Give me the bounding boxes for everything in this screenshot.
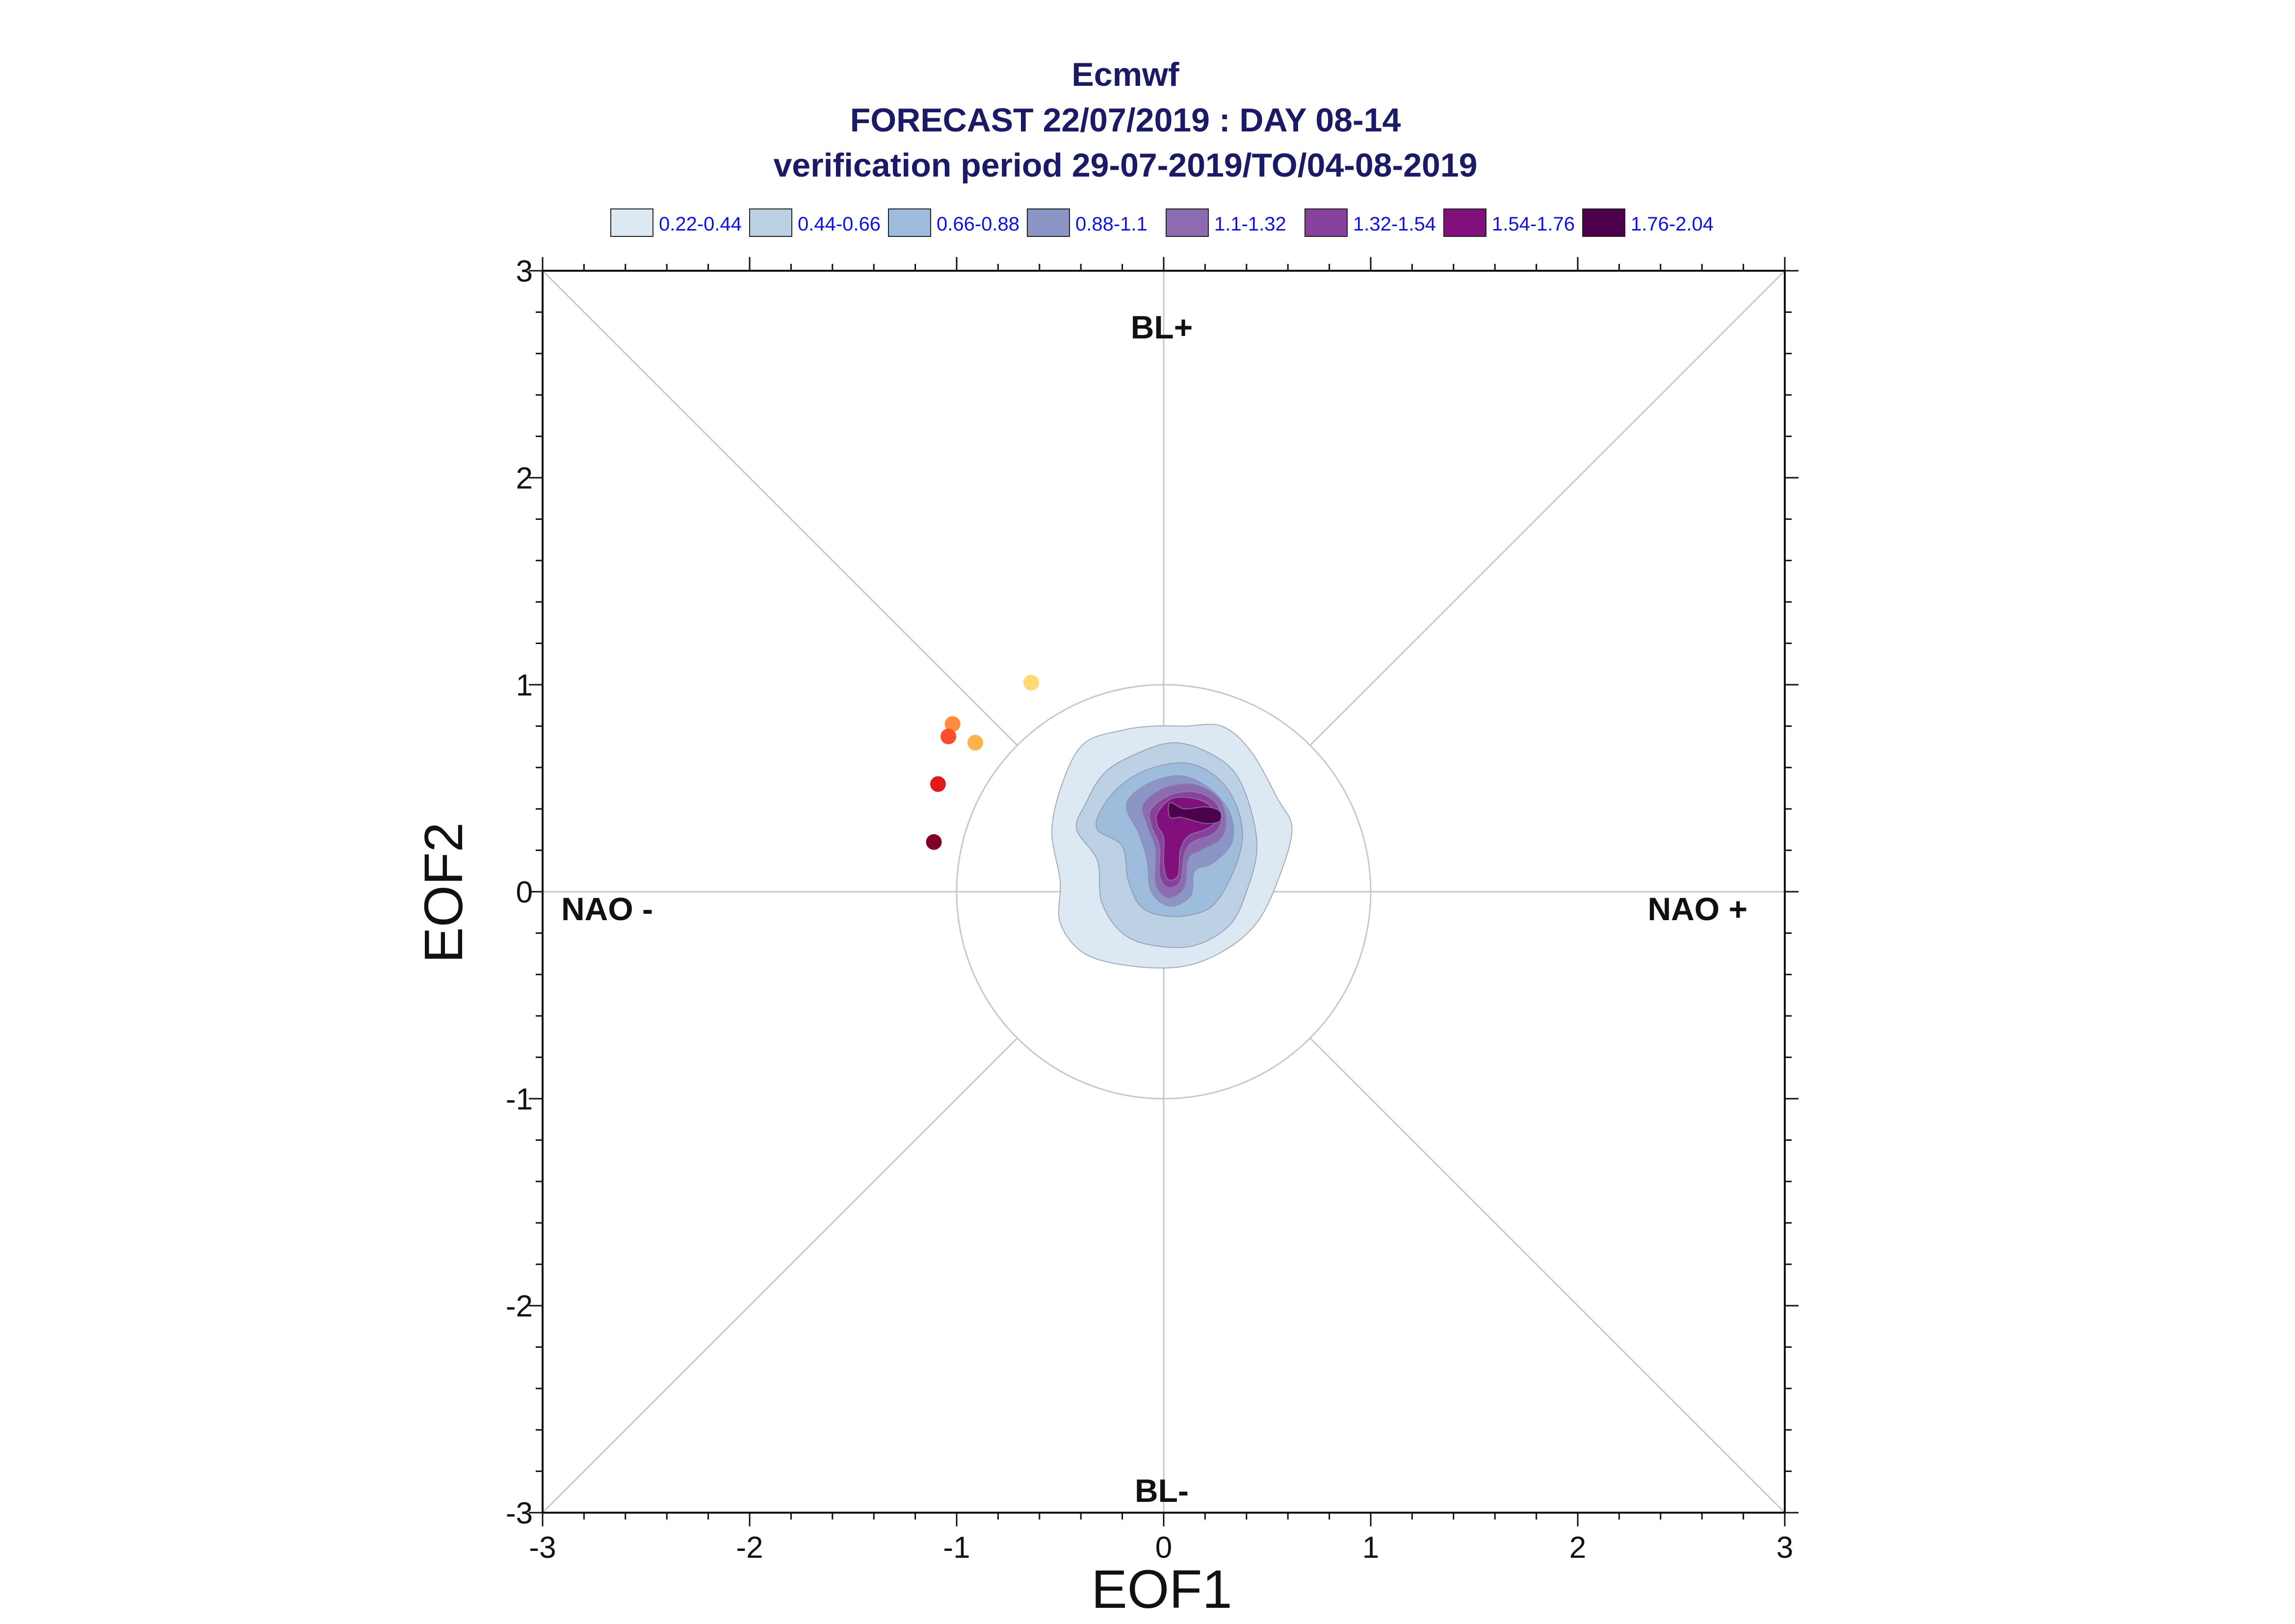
- chart-title: Ecmwf: [1071, 56, 1179, 93]
- y-axis-title: EOF2: [414, 822, 474, 963]
- legend-swatch: [888, 209, 931, 236]
- legend-label: 1.76-2.04: [1631, 213, 1714, 235]
- legend-label: 1.1-1.32: [1214, 213, 1286, 235]
- chart-subtitle-line-1: FORECAST 22/07/2019 : DAY 08-14: [850, 102, 1401, 139]
- data-point: [940, 729, 956, 745]
- data-point: [930, 776, 946, 792]
- regime-label-top: BL+: [1131, 309, 1193, 345]
- y-tick-label: -3: [506, 1496, 533, 1530]
- legend-swatch: [1305, 209, 1347, 236]
- legend-label: 0.66-0.88: [937, 213, 1019, 235]
- legend-label: 0.22-0.44: [659, 213, 742, 235]
- y-tick-label: 2: [516, 462, 533, 495]
- x-tick-label: -2: [736, 1531, 763, 1565]
- legend-swatch: [1027, 209, 1069, 236]
- chart-subtitle-line-2: verification period 29-07-2019/TO/04-08-…: [773, 147, 1477, 184]
- x-axis-title: EOF1: [1091, 1559, 1232, 1620]
- chart: Ecmwf FORECAST 22/07/2019 : DAY 08-14 ve…: [0, 0, 2295, 1624]
- x-tick-label: 1: [1362, 1531, 1379, 1565]
- legend-swatch: [1166, 209, 1208, 236]
- y-tick-label: -2: [506, 1289, 533, 1323]
- x-tick-label: 3: [1776, 1531, 1793, 1565]
- x-tick-label: -1: [943, 1531, 970, 1565]
- regime-label-right: NAO +: [1647, 891, 1747, 927]
- data-point: [1023, 675, 1039, 691]
- x-tick-label: 2: [1569, 1531, 1586, 1565]
- y-tick-label: 0: [516, 876, 533, 909]
- y-tick-label: 1: [516, 669, 533, 702]
- data-point: [967, 735, 983, 750]
- legend-swatch: [611, 209, 653, 236]
- regime-label-bottom: BL-: [1135, 1472, 1189, 1509]
- legend-label: 0.88-1.1: [1075, 213, 1148, 235]
- legend-label: 1.54-1.76: [1492, 213, 1575, 235]
- legend-swatch: [1583, 209, 1625, 236]
- legend-label: 1.32-1.54: [1353, 213, 1436, 235]
- legend-swatch: [1444, 209, 1486, 236]
- legend-label: 0.44-0.66: [798, 213, 881, 235]
- legend-swatch: [750, 209, 792, 236]
- regime-label-left: NAO -: [561, 891, 653, 927]
- y-tick-label: 3: [516, 255, 533, 288]
- x-tick-label: -3: [529, 1531, 556, 1565]
- y-tick-label: -1: [506, 1083, 533, 1116]
- data-point: [926, 834, 942, 850]
